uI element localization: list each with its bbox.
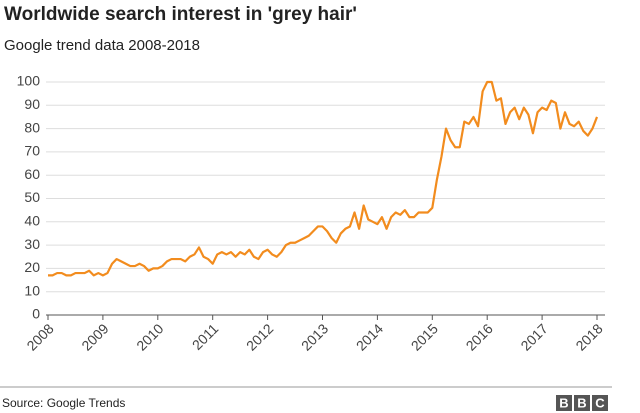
line [48, 80, 599, 277]
source: Source: Google Trends [2, 396, 125, 410]
x-tick-label: 2012 [243, 320, 276, 353]
y-tick-label: 90 [24, 96, 40, 112]
x-tick-label: 2015 [408, 320, 441, 353]
x-tick-label: 2018 [572, 320, 605, 353]
x-tick-label: 2009 [78, 320, 111, 353]
y-tick-label: 10 [24, 282, 40, 298]
x-tick-label: 2013 [298, 320, 331, 353]
logo-letter: B [577, 395, 586, 410]
y-tick-label: 30 [24, 236, 40, 252]
logo-letter: C [595, 395, 605, 410]
y-tick-label: 80 [24, 119, 40, 135]
logo-letter: B [559, 395, 568, 410]
y-tick-label: 40 [24, 213, 40, 229]
x-tick-label: 2017 [517, 320, 550, 353]
x-tick-label: 2010 [133, 320, 166, 353]
y-tick-label: 70 [24, 143, 40, 159]
x-tick-label: 2014 [353, 320, 386, 353]
bbc-logo: B B C [556, 395, 608, 411]
chart-subtitle: Google trend data 2008-2018 [4, 37, 200, 54]
x-tick-label: 2011 [189, 320, 222, 353]
chart-title: Worldwide search interest in 'grey hair' [4, 4, 357, 25]
y-tick-label: 50 [24, 189, 40, 205]
y-tick-label: 20 [24, 259, 40, 275]
y-tick-label: 0 [32, 306, 40, 322]
y-tick-label: 60 [24, 166, 40, 182]
y-tick-label: 100 [17, 73, 41, 89]
x-tick-label: 2008 [23, 320, 56, 353]
x-tick-label: 2016 [463, 320, 496, 353]
